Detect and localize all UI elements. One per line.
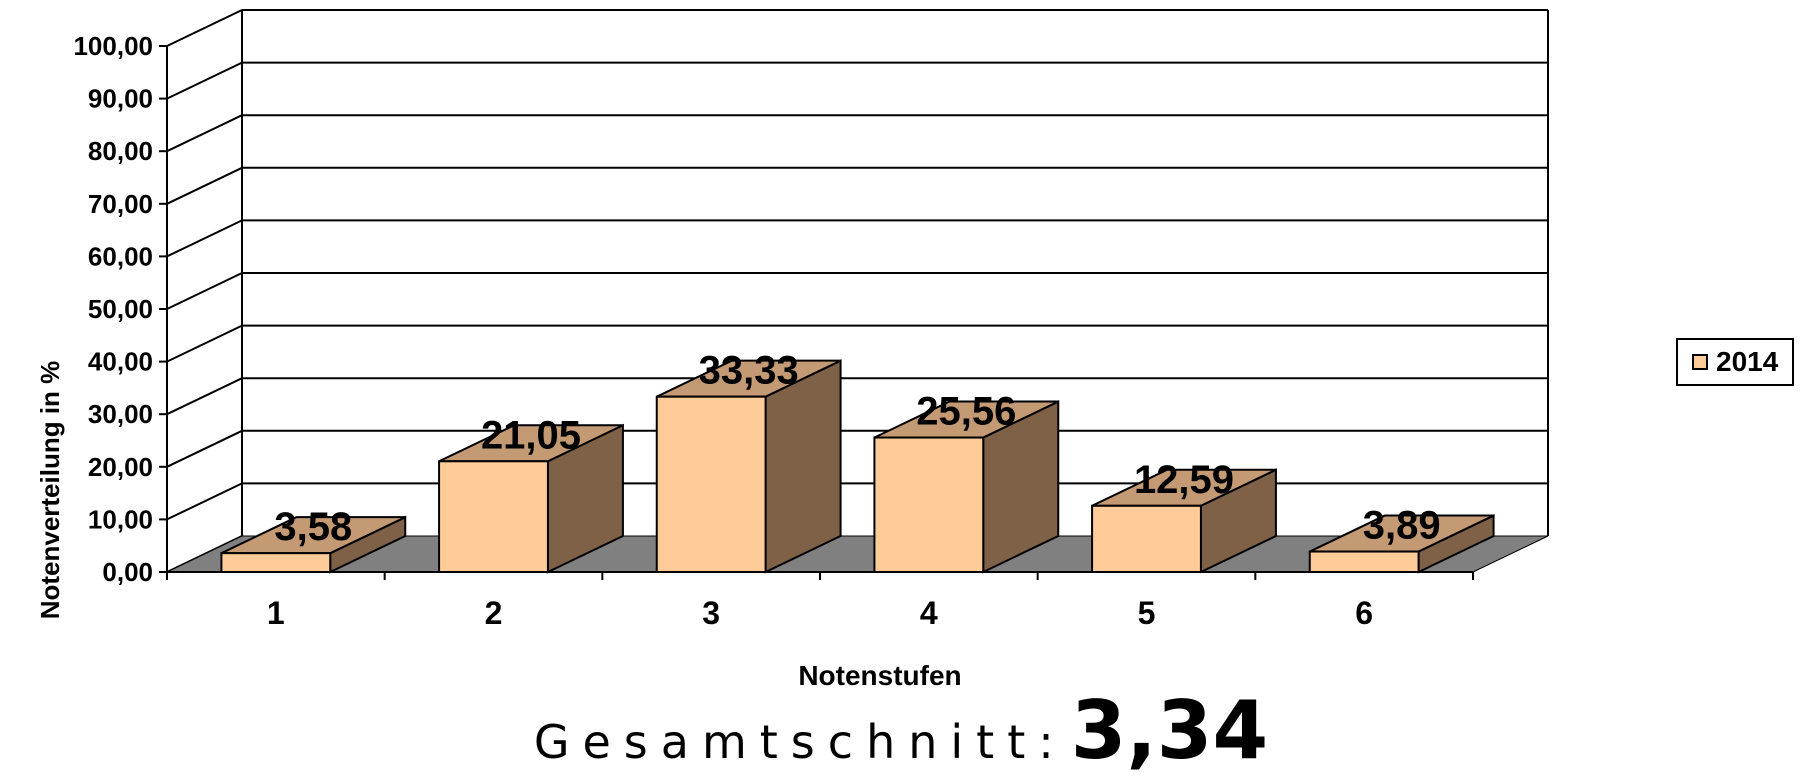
y-tick-label: 20,00 bbox=[88, 452, 153, 482]
gridline-side bbox=[166, 166, 243, 205]
y-tick-label: 40,00 bbox=[88, 347, 153, 377]
x-tick-label: 5 bbox=[1138, 595, 1156, 631]
gridline-side bbox=[166, 429, 243, 468]
y-tick-label: 70,00 bbox=[88, 189, 153, 219]
gridline-side bbox=[166, 114, 243, 153]
gridline-side bbox=[166, 9, 243, 47]
legend: 2014 bbox=[1676, 338, 1794, 386]
gridline-side bbox=[166, 377, 243, 416]
x-tick-label: 6 bbox=[1355, 595, 1373, 631]
x-tick-label: 3 bbox=[702, 595, 720, 631]
data-label: 33,33 bbox=[699, 349, 799, 393]
data-label: 3,89 bbox=[1363, 504, 1441, 548]
y-tick-label: 10,00 bbox=[88, 504, 153, 534]
data-label: 25,56 bbox=[916, 390, 1016, 434]
y-axis-title: Notenverteilung in % bbox=[35, 360, 65, 620]
y-tick-label: 100,00 bbox=[73, 31, 153, 61]
overall-average-label: Gesamtschnitt: bbox=[533, 715, 1067, 769]
data-label: 12,59 bbox=[1134, 458, 1234, 502]
gridline-side bbox=[166, 482, 243, 521]
y-tick-label: 80,00 bbox=[88, 136, 153, 166]
y-tick-label: 50,00 bbox=[88, 294, 153, 324]
bar bbox=[655, 395, 767, 573]
gridline-side bbox=[166, 61, 243, 100]
y-tick-label: 30,00 bbox=[88, 399, 153, 429]
bar bbox=[1308, 550, 1420, 573]
overall-average-value: 3,34 bbox=[1070, 684, 1269, 777]
x-tick-label: 2 bbox=[485, 595, 503, 631]
legend-swatch bbox=[1692, 354, 1708, 370]
y-tick-label: 60,00 bbox=[88, 241, 153, 271]
gridline-side bbox=[166, 324, 243, 363]
data-label: 21,05 bbox=[481, 413, 581, 457]
data-label: 3,58 bbox=[274, 505, 352, 549]
x-tick-label: 1 bbox=[267, 595, 285, 631]
bar bbox=[873, 436, 985, 574]
bar bbox=[438, 460, 549, 574]
bar bbox=[1091, 504, 1202, 574]
bar bbox=[220, 552, 332, 573]
overall-average: Gesamtschnitt: 3,34 bbox=[0, 684, 1802, 777]
legend-label: 2014 bbox=[1716, 346, 1779, 377]
y-tick-label: 90,00 bbox=[88, 84, 153, 114]
x-axis-title: Notenstufen bbox=[798, 660, 962, 691]
gridline-side bbox=[166, 272, 243, 310]
y-tick-label: 0,00 bbox=[102, 557, 153, 587]
x-tick-label: 4 bbox=[920, 595, 938, 631]
gridline-side bbox=[166, 219, 243, 258]
